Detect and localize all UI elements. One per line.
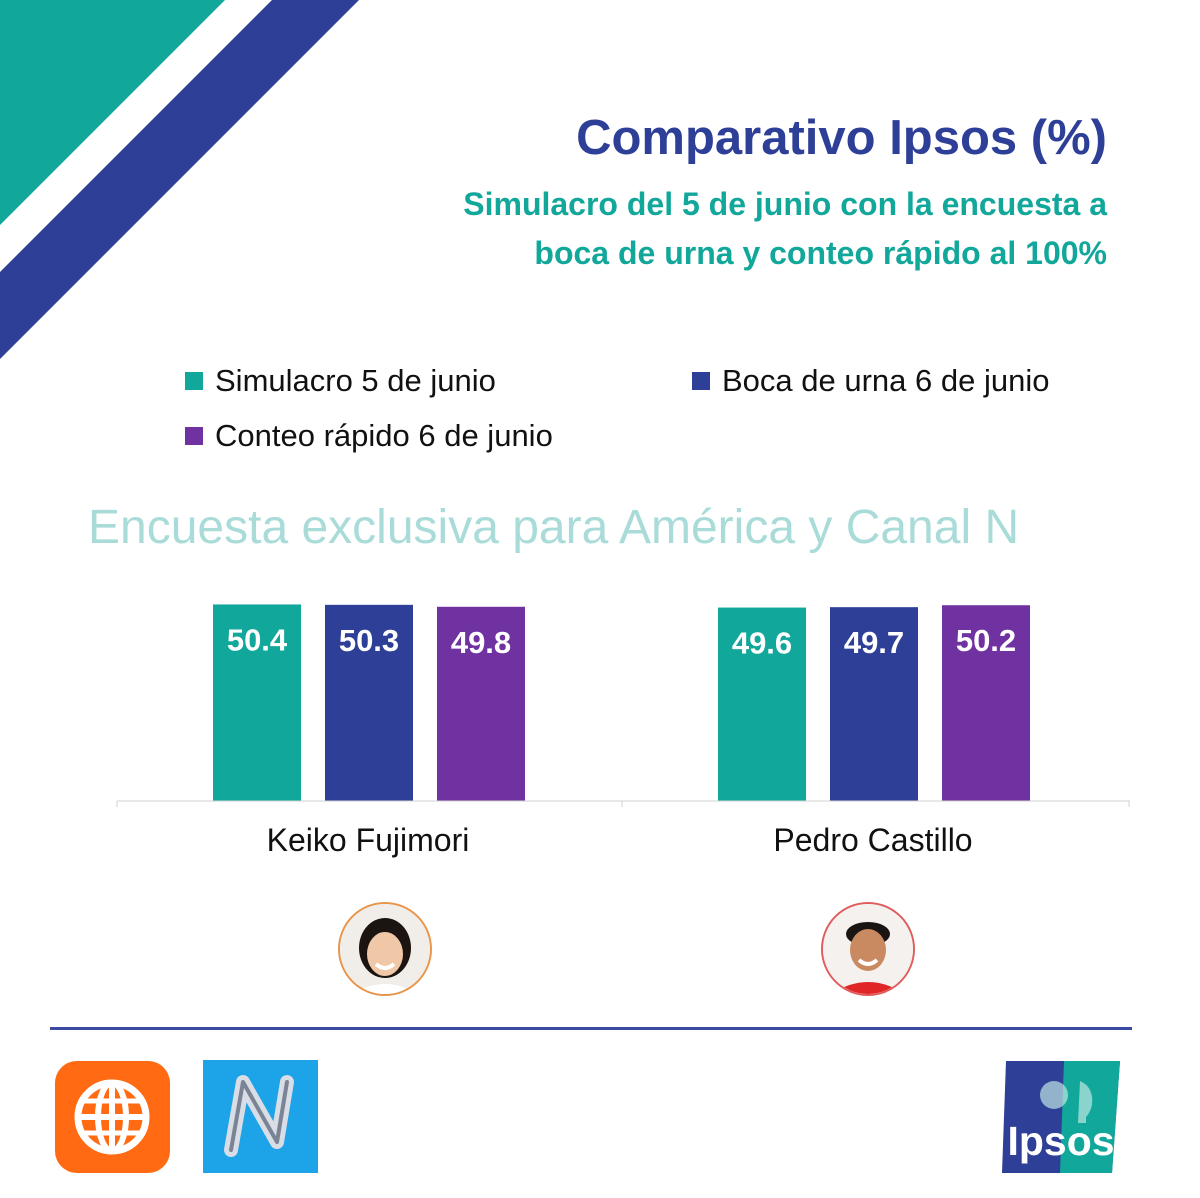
data-label: 49.8: [451, 625, 511, 660]
data-label: 50.4: [227, 622, 288, 657]
bar: [325, 604, 413, 801]
ipsos-wordmark: Ipsos: [1007, 1118, 1115, 1164]
n-letter-icon: [224, 1075, 294, 1157]
chart-subtitle-line-1: Simulacro del 5 de junio con la encuesta…: [463, 186, 1107, 222]
legend-swatch-teal: [185, 372, 203, 390]
america-tv-logo: [55, 1061, 170, 1173]
legend-label: Simulacro 5 de junio: [215, 363, 496, 398]
bar-chart: 50.4 50.3 49.8 49.6 49.7 50.2: [116, 604, 1130, 807]
bars-group: 50.4 50.3 49.8 49.6 49.7 50.2: [213, 604, 1030, 801]
avatar-keiko-fujimori: [338, 902, 432, 996]
legend-swatch-navy: [692, 372, 710, 390]
bar: [718, 607, 806, 801]
bar: [213, 604, 301, 801]
bar: [437, 606, 525, 801]
legend-item-boca-de-urna: Boca de urna 6 de junio: [692, 363, 1049, 399]
avatar-pedro-castillo: [821, 902, 915, 996]
legend-label: Conteo rápido 6 de junio: [215, 418, 553, 453]
canal-n-logo: [203, 1060, 318, 1173]
category-label-keiko-fujimori: Keiko Fujimori: [266, 822, 470, 858]
ipsos-logo: [1002, 1061, 1120, 1173]
footer-divider: [50, 1027, 1132, 1030]
legend-label: Boca de urna 6 de junio: [722, 363, 1050, 398]
legend-item-simulacro: Simulacro 5 de junio: [185, 363, 496, 399]
bar: [942, 605, 1030, 801]
portrait-icon: [823, 904, 913, 994]
legend-item-conteo-rapido: Conteo rápido 6 de junio: [185, 418, 553, 454]
bar: [830, 607, 918, 801]
data-label: 50.3: [339, 623, 399, 658]
chart-subtitle-line-2: boca de urna y conteo rápido al 100%: [534, 235, 1107, 271]
legend-swatch-purple: [185, 427, 203, 445]
ipsos-tree-icon: [1002, 1061, 1120, 1173]
data-label: 49.6: [732, 626, 792, 661]
data-label: 49.7: [844, 625, 904, 660]
chart-title: Comparativo Ipsos (%): [576, 111, 1107, 165]
portrait-icon: [340, 904, 430, 994]
data-label: 50.2: [956, 623, 1016, 658]
watermark-text: Encuesta exclusiva para América y Canal …: [88, 501, 1020, 554]
globe-icon: [74, 1079, 150, 1155]
category-label-pedro-castillo: Pedro Castillo: [773, 822, 973, 858]
